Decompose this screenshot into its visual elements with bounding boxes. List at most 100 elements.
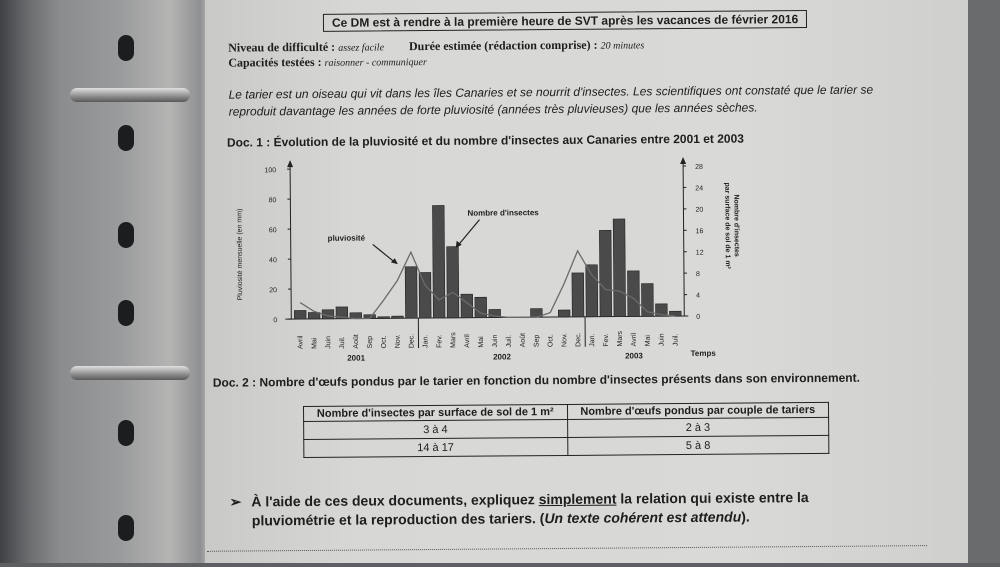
- table-cell: 5 à 8: [567, 435, 829, 455]
- difficulty-value: assez facile: [338, 42, 384, 53]
- month-label: Avril: [297, 335, 304, 349]
- month-label: Août: [353, 334, 360, 349]
- insect-bar: [572, 273, 584, 317]
- month-label: Avril: [631, 332, 638, 346]
- month-label: Juin: [659, 333, 666, 346]
- insect-bar: [447, 247, 459, 318]
- month-label: Dec.: [575, 332, 582, 347]
- month-label: Fev.: [603, 333, 610, 346]
- right-tick-label: 20: [695, 207, 703, 214]
- question-text: pluviométrie et la reproduction des tari…: [252, 510, 545, 528]
- year-label: 2003: [625, 351, 643, 360]
- insect-bar: [392, 316, 404, 318]
- right-tick-label: 16: [696, 228, 704, 235]
- insect-bar: [432, 205, 445, 318]
- insect-bar: [405, 267, 417, 319]
- question-text: ).: [741, 509, 750, 525]
- question-italic: Un texte cohérent est attendu: [544, 509, 741, 527]
- series-annotation: pluviosité: [328, 234, 366, 243]
- doc1-title: Doc. 1 : Évolution de la pluviosité et d…: [227, 132, 744, 150]
- insect-bar: [294, 310, 306, 319]
- right-axis-label: Nombre d'insectes: [732, 194, 739, 257]
- month-label: Mai: [478, 336, 485, 348]
- month-label: Fev.: [436, 335, 443, 348]
- right-axis-arrow-icon: [680, 157, 686, 164]
- skills-label: Capacités testées :: [228, 55, 321, 70]
- table-row: 14 à 17 5 à 8: [304, 435, 829, 457]
- month-label: Sep: [534, 335, 541, 348]
- doc2-title: Doc. 2 : Nombre d'œufs pondus par le tar…: [213, 371, 860, 390]
- left-tick-label: 20: [269, 287, 277, 294]
- insect-bar: [419, 272, 431, 318]
- question-line-2: pluviométrie et la reproduction des tari…: [252, 507, 809, 530]
- duration-label: Durée estimée (rédaction comprise) :: [409, 38, 598, 53]
- right-tick-label: 24: [695, 185, 703, 192]
- table-cell: 2 à 3: [567, 417, 829, 437]
- month-label: Avril: [464, 334, 471, 348]
- right-axis: [683, 160, 684, 316]
- insect-bar: [599, 230, 611, 316]
- left-tick-label: 40: [269, 257, 277, 264]
- month-label: Juin: [325, 336, 332, 349]
- duration-value: 20 minutes: [601, 40, 645, 51]
- right-tick-label: 8: [696, 271, 700, 278]
- month-label: Oct.: [547, 334, 554, 347]
- left-tick-label: 100: [264, 167, 276, 174]
- question-emphasis: simplement: [539, 491, 617, 508]
- difficulty: Niveau de difficulté : assez facile Duré…: [228, 37, 644, 55]
- insect-bar: [613, 219, 625, 317]
- table-cell: 3 à 4: [304, 419, 568, 439]
- question-text: la relation qui existe entre la: [616, 489, 808, 507]
- left-axis: [290, 163, 291, 319]
- left-tick-label: 60: [269, 227, 277, 234]
- question: ➢ À l'aide de ces deux documents, expliq…: [230, 488, 809, 531]
- month-label: Mai: [645, 335, 652, 347]
- right-tick-label: 0: [696, 314, 700, 321]
- month-label: Juil.: [339, 336, 346, 349]
- right-axis-label: par surface de sol de 1 m²: [723, 182, 731, 269]
- difficulty-label: Niveau de difficulté :: [228, 40, 335, 55]
- month-label: Mars: [450, 332, 457, 348]
- month-label: Mars: [617, 330, 624, 346]
- insect-bar: [378, 317, 390, 319]
- month-label: Juil.: [506, 335, 513, 348]
- annotation-arrow: [373, 244, 395, 262]
- right-tick-label: 28: [695, 164, 703, 171]
- month-label: Dec.: [409, 334, 416, 349]
- skills: Capacités testées : raisonner - communiq…: [228, 54, 427, 71]
- month-label: Oct.: [381, 335, 388, 348]
- month-label: Mai: [311, 337, 318, 349]
- doc1-chart: 0 20 40 60 80 100 0 4 8 12 16 20 24 28 Pluviosité mens…: [229, 154, 751, 366]
- right-tick-label: 4: [696, 292, 700, 299]
- left-tick-label: 80: [269, 197, 277, 204]
- left-axis-arrow-icon: [287, 160, 293, 167]
- right-tick-label: 12: [696, 250, 704, 257]
- left-tick-label: 0: [273, 317, 277, 324]
- insect-bar: [308, 312, 320, 319]
- header-title: Ce DM est à rendre à la première heure d…: [323, 10, 807, 32]
- month-label: Jan.: [589, 333, 596, 346]
- x-axis-label: Temps: [691, 349, 717, 358]
- insect-bar: [586, 265, 598, 317]
- insect-bar: [627, 271, 639, 317]
- doc2-table: Nombre d'insectes par surface de sol de …: [303, 402, 829, 458]
- month-label: Juin: [492, 335, 499, 348]
- left-axis-label: Pluviosité mensuelle (en mm): [236, 209, 244, 301]
- arrow-bullet-icon: ➢: [230, 494, 242, 510]
- insect-bar: [558, 310, 570, 317]
- month-label: Août: [520, 333, 527, 348]
- question-text: À l'aide de ces deux documents, explique…: [251, 491, 538, 509]
- year-label: 2001: [347, 354, 365, 363]
- month-label: Sep: [367, 336, 374, 349]
- month-label: Nov.: [395, 334, 402, 348]
- month-label: Juil.: [672, 334, 679, 347]
- month-label: Nov.: [561, 333, 568, 347]
- intro-text: Le tarier est un oiseau qui vit dans les…: [228, 82, 873, 121]
- series-annotation: Nombre d'insectes: [467, 208, 539, 218]
- table-cell: 14 à 17: [304, 437, 568, 457]
- year-label: 2002: [493, 352, 511, 361]
- skills-value: raisonner - communiquer: [325, 57, 427, 69]
- month-label: Jan.: [422, 335, 429, 348]
- annotation-arrow: [458, 220, 480, 246]
